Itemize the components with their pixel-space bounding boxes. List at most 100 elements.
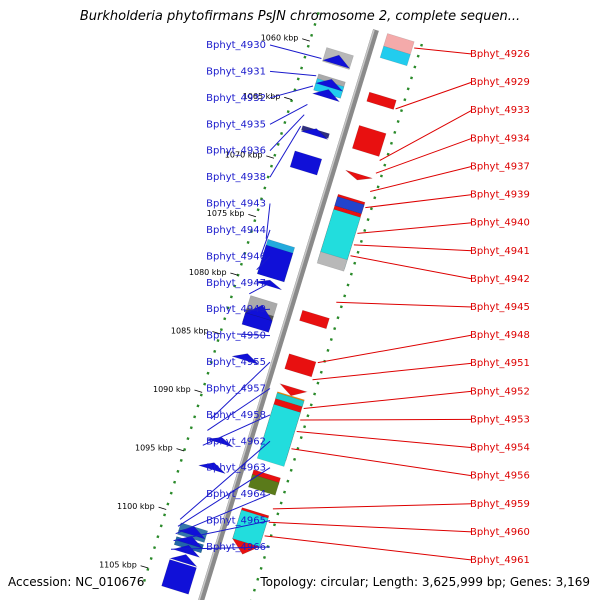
gene-label-bphyt-4952[interactable]: Bphyt_4952 (470, 386, 530, 397)
gene-feature-7[interactable] (311, 89, 341, 103)
gene-feature-26[interactable] (241, 312, 273, 333)
gene-feature-34[interactable] (206, 437, 234, 448)
gene-feature-13[interactable] (289, 150, 323, 176)
gene-label-bphyt-4953[interactable]: Bphyt_4953 (470, 414, 530, 425)
gene-label-bphyt-4939[interactable]: Bphyt_4939 (470, 190, 530, 201)
gene-label-bphyt-4954[interactable]: Bphyt_4954 (470, 443, 530, 454)
gene-label-bphyt-4962[interactable]: Bphyt_4962 (206, 436, 266, 447)
gene-label-bphyt-4956[interactable]: Bphyt_4956 (470, 471, 530, 482)
kbp-tick-mark-9 (140, 565, 149, 569)
gene-leader-line (236, 333, 271, 337)
gene-label-bphyt-4966[interactable]: Bphyt_4966 (206, 542, 266, 553)
gene-label-bphyt-4931[interactable]: Bphyt_4931 (206, 66, 266, 77)
gene-feature-1[interactable] (379, 45, 411, 67)
kbp-tick-label-7: 1095 kbp (135, 443, 173, 452)
gene-feature-37[interactable] (248, 473, 280, 496)
gene-feature-28[interactable] (231, 353, 260, 365)
kbp-tick-mark-5 (212, 331, 221, 335)
gene-label-bphyt-4951[interactable]: Bphyt_4951 (470, 358, 530, 369)
gene-feature-11[interactable] (351, 125, 387, 157)
gene-leader-line (210, 361, 271, 420)
gene-feature-21[interactable] (254, 279, 282, 291)
gene-label-bphyt-4960[interactable]: Bphyt_4960 (470, 527, 530, 538)
gene-label-bphyt-4947[interactable]: Bphyt_4947 (206, 278, 266, 289)
kbp-tick-label-6: 1090 kbp (153, 385, 191, 394)
kbp-tick-mark-2 (266, 155, 275, 159)
gene-leader-line (296, 431, 473, 449)
gene-feature-46[interactable] (171, 544, 201, 559)
gene-label-bphyt-4937[interactable]: Bphyt_4937 (470, 161, 530, 172)
gene-leader-line (269, 125, 302, 178)
gene-label-bphyt-4933[interactable]: Bphyt_4933 (470, 105, 530, 116)
gene-feature-20[interactable] (256, 244, 294, 283)
gene-feature-29[interactable] (279, 383, 309, 397)
gene-label-bphyt-4965[interactable]: Bphyt_4965 (206, 516, 266, 527)
gene-label-bphyt-4942[interactable]: Bphyt_4942 (470, 274, 530, 285)
kbp-tick-mark-8 (158, 506, 167, 510)
gene-leader-line (269, 70, 317, 77)
gene-label-bphyt-4950[interactable]: Bphyt_4950 (206, 331, 266, 342)
gene-label-bphyt-4932[interactable]: Bphyt_4932 (206, 93, 266, 104)
gene-feature-10[interactable] (300, 128, 329, 140)
kbp-tick-mark-4 (230, 272, 239, 276)
kbp-tick-label-9: 1105 kbp (99, 561, 137, 570)
gene-leader-line (300, 418, 473, 421)
gene-feature-27[interactable] (284, 353, 317, 378)
gene-feature-8[interactable] (366, 91, 397, 110)
gene-label-bphyt-4936[interactable]: Bphyt_4936 (206, 146, 266, 157)
kbp-tick-mark-6 (194, 389, 203, 393)
gene-label-bphyt-4940[interactable]: Bphyt_4940 (470, 218, 530, 229)
topology-text: Topology: circular; Length: 3,625,999 bp… (260, 575, 590, 589)
gene-label-bphyt-4958[interactable]: Bphyt_4958 (206, 410, 266, 421)
gene-leader-line (317, 334, 473, 364)
gene-leader-line (291, 448, 473, 477)
gene-feature-40[interactable] (231, 538, 261, 555)
gene-leader-line (249, 282, 271, 295)
gene-label-bphyt-4935[interactable]: Bphyt_4935 (206, 119, 266, 130)
gene-leader-line (336, 301, 473, 308)
gene-label-bphyt-4943[interactable]: Bphyt_4943 (206, 199, 266, 210)
gene-label-bphyt-4955[interactable]: Bphyt_4955 (206, 357, 266, 368)
gene-feature-18[interactable] (316, 251, 348, 272)
right-dotted-track (250, 43, 424, 600)
gene-label-bphyt-4930[interactable]: Bphyt_4930 (206, 40, 266, 51)
kbp-tick-mark-7 (176, 448, 185, 452)
gene-feature-25[interactable] (244, 304, 273, 322)
gene-label-bphyt-4963[interactable]: Bphyt_4963 (206, 463, 266, 474)
gene-leader-line (272, 503, 473, 510)
gene-label-bphyt-4949[interactable]: Bphyt_4949 (206, 304, 266, 315)
gene-label-bphyt-4944[interactable]: Bphyt_4944 (206, 225, 266, 236)
gene-leader-line (375, 137, 473, 174)
gene-leader-line (269, 44, 322, 59)
kbp-tick-label-3: 1075 kbp (207, 209, 245, 218)
gene-label-bphyt-4961[interactable]: Bphyt_4961 (470, 555, 530, 566)
gene-label-bphyt-4964[interactable]: Bphyt_4964 (206, 489, 266, 500)
gene-leader-line (269, 85, 314, 99)
right-gene-labels: Bphyt_4926 Bphyt_4929 Bphyt_4933 Bphyt_4934… (264, 47, 530, 566)
gene-label-bphyt-4957[interactable]: Bphyt_4957 (206, 384, 266, 395)
gene-feature-6[interactable] (314, 78, 344, 92)
gene-label-bphyt-4929[interactable]: Bphyt_4929 (470, 77, 530, 88)
gene-leader-line (395, 81, 473, 110)
gene-feature-35[interactable] (198, 462, 226, 474)
gene-leader-line (177, 467, 271, 527)
gene-feature-22[interactable] (299, 309, 330, 330)
gene-feature-12[interactable] (345, 169, 373, 181)
gene-feature-33[interactable] (256, 403, 301, 467)
gene-label-bphyt-4926[interactable]: Bphyt_4926 (470, 49, 530, 60)
gene-label-bphyt-4934[interactable]: Bphyt_4934 (470, 133, 530, 144)
map-title: Burkholderia phytofirmans PsJN chromosom… (79, 9, 521, 24)
gene-label-bphyt-4948[interactable]: Bphyt_4948 (470, 330, 530, 341)
gene-leader-line (414, 47, 473, 55)
gene-feature-48[interactable] (161, 559, 197, 595)
gene-label-bphyt-4946[interactable]: Bphyt_4946 (206, 251, 266, 262)
gene-label-bphyt-4938[interactable]: Bphyt_4938 (206, 172, 266, 183)
gene-feature-3[interactable] (321, 54, 351, 69)
gene-label-bphyt-4945[interactable]: Bphyt_4945 (470, 302, 530, 313)
gene-label-bphyt-4941[interactable]: Bphyt_4941 (470, 246, 530, 257)
gene-label-bphyt-4959[interactable]: Bphyt_4959 (470, 499, 530, 510)
gene-leader-line (256, 256, 271, 271)
gene-feature-47[interactable] (168, 554, 198, 568)
gene-leader-line (312, 362, 473, 381)
